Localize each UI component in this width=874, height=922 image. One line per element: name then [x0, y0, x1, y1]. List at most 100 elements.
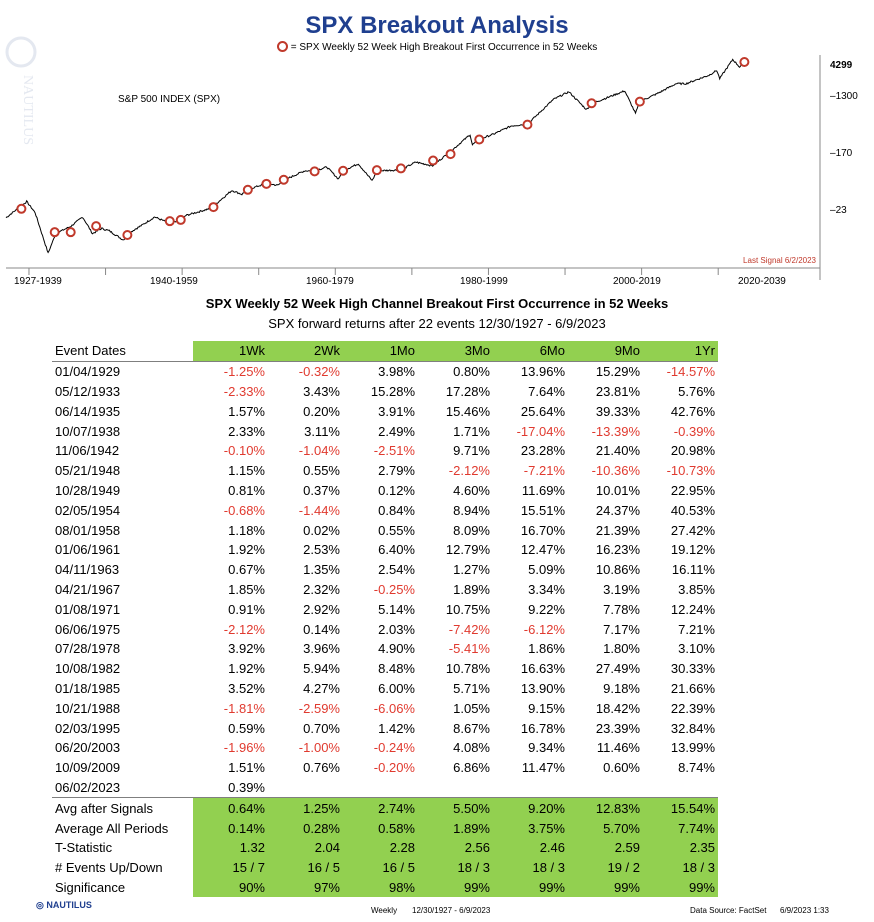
svg-text:NAUTILUS: NAUTILUS: [20, 75, 35, 145]
signal-marker: [445, 149, 456, 160]
x-decade-label: 1927-1939: [14, 276, 62, 287]
column-header: 1Mo: [343, 341, 418, 362]
return-cell: 6.86%: [453, 760, 490, 776]
nautilus-watermark-logo: NAUTILUS: [5, 36, 37, 145]
event-date: 10/09/2009: [55, 760, 121, 776]
return-cell: 1.05%: [453, 700, 490, 716]
signal-marker: [474, 134, 485, 145]
table-row: 04/21/1967 1.85% 2.32% -0.25% 1.89% 3.34% 3.19…: [52, 580, 718, 600]
return-cell: 23.39%: [595, 720, 640, 736]
event-date: 02/03/1995: [55, 720, 121, 736]
return-cell: 0.14%: [193, 818, 268, 838]
signal-marker: [91, 221, 102, 232]
footer-periodicity: Weekly: [371, 906, 398, 915]
return-cell: -0.25%: [373, 581, 415, 597]
return-cell: 3.85%: [678, 581, 715, 597]
return-cell: 99%: [493, 877, 568, 898]
return-cell: 4.60%: [453, 482, 490, 498]
index-label: S&P 500 INDEX (SPX): [118, 94, 221, 105]
return-cell: 9.18%: [603, 680, 640, 696]
return-cell: 0.70%: [303, 720, 340, 736]
return-cell: -1.81%: [223, 700, 265, 716]
return-cell: 12.47%: [520, 542, 565, 558]
return-cell: 8.48%: [378, 661, 415, 677]
return-cell: 1.71%: [453, 423, 490, 439]
return-cell: 99%: [568, 877, 643, 898]
return-cell: 15.28%: [370, 383, 415, 399]
return-cell: 1.57%: [228, 403, 265, 419]
return-cell: 5.14%: [378, 601, 415, 617]
return-cell: 9.22%: [528, 601, 565, 617]
column-header: Event Dates: [52, 341, 193, 362]
signal-marker: [739, 57, 750, 67]
signal-marker: [175, 214, 186, 225]
return-cell: 13.99%: [670, 740, 715, 756]
return-cell: 1.27%: [453, 562, 490, 578]
return-cell: -7.42%: [448, 621, 490, 637]
return-cell: 9.15%: [528, 700, 565, 716]
return-cell: 22.95%: [670, 482, 715, 498]
return-cell: -2.12%: [448, 463, 490, 479]
return-cell: 15.46%: [445, 403, 490, 419]
footer-range: 12/30/1927 - 6/9/2023: [412, 906, 491, 915]
return-cell: -2.33%: [223, 383, 265, 399]
return-cell: 1.85%: [228, 581, 265, 597]
column-header: 6Mo: [493, 341, 568, 362]
event-date: 10/07/1938: [55, 423, 121, 439]
return-cell: 0.39%: [193, 777, 268, 799]
x-decade-label: 1960-1979: [306, 276, 354, 287]
return-cell: 39.33%: [595, 403, 640, 419]
return-cell: 2.28: [343, 837, 418, 858]
y-tick-label: –1300: [830, 91, 858, 102]
return-cell: 8.09%: [453, 522, 490, 538]
return-cell: 2.59: [568, 837, 643, 858]
return-cell: 2.74%: [343, 797, 418, 819]
return-cell: 4.27%: [303, 680, 340, 696]
return-cell: 2.46: [493, 837, 568, 858]
return-cell: 2.03%: [378, 621, 415, 637]
event-date: 10/21/1988: [55, 700, 121, 716]
summary-label: # Events Up/Down: [52, 857, 193, 878]
return-cell: -0.10%: [223, 443, 265, 459]
return-cell: 0.81%: [228, 482, 265, 498]
return-cell: 0.12%: [378, 482, 415, 498]
return-cell: 13.96%: [520, 364, 565, 380]
signal-marker: [522, 119, 533, 130]
return-cell: 0.67%: [228, 562, 265, 578]
event-date: 04/11/1963: [55, 562, 120, 578]
return-cell: 10.78%: [445, 661, 490, 677]
return-cell: 1.42%: [378, 720, 415, 736]
event-date: 01/06/1961: [55, 542, 121, 558]
return-cell: 21.40%: [595, 443, 640, 459]
return-cell: 10.75%: [445, 601, 490, 617]
summary-label: T-Statistic: [52, 837, 193, 858]
return-cell: -0.32%: [298, 364, 340, 380]
page-title: SPX Breakout Analysis: [305, 12, 569, 39]
return-cell: [343, 777, 418, 799]
return-cell: [493, 777, 568, 799]
return-cell: 1.32: [193, 837, 268, 858]
summary-label: Avg after Signals: [52, 797, 193, 819]
return-cell: [418, 777, 493, 799]
return-cell: 8.67%: [453, 720, 490, 736]
event-date: 06/14/1935: [55, 403, 121, 419]
return-cell: -0.20%: [373, 760, 415, 776]
table-subheading: SPX forward returns after 22 events 12/3…: [268, 316, 606, 331]
return-cell: -1.25%: [223, 364, 265, 380]
return-cell: 18.42%: [595, 700, 640, 716]
return-cell: 2.79%: [378, 463, 415, 479]
return-cell: 5.09%: [528, 562, 565, 578]
return-cell: 99%: [418, 877, 493, 898]
return-cell: 0.91%: [228, 601, 265, 617]
return-cell: -1.44%: [298, 502, 340, 518]
signal-marker: [65, 227, 76, 238]
event-date: 05/21/1948: [55, 463, 121, 479]
table-row: 10/21/1988 -1.81% -2.59% -6.06% 1.05% 9.15% 18…: [52, 698, 718, 718]
return-cell: 2.49%: [378, 423, 415, 439]
return-cell: 9.71%: [453, 443, 490, 459]
table-row: 10/08/1982 1.92% 5.94% 8.48% 10.78% 16.63% 27.…: [52, 659, 718, 679]
nautilus-logo: ◎ NAUTILUS: [36, 900, 92, 910]
column-header: 2Wk: [268, 341, 343, 362]
return-cell: -10.36%: [591, 463, 640, 479]
return-cell: [568, 777, 643, 799]
